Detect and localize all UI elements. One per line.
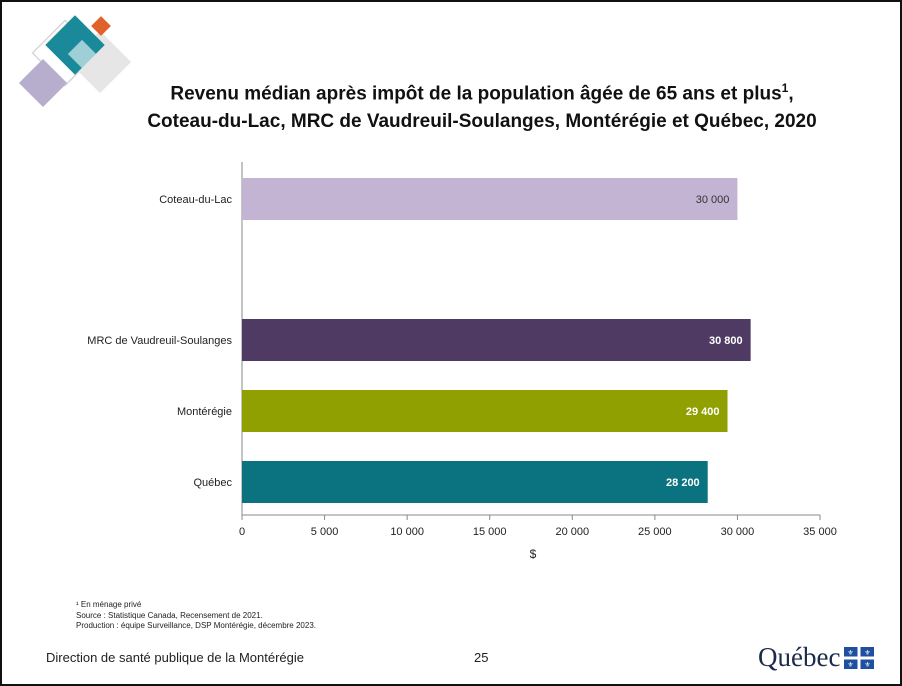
footnote-1: ¹ En ménage privé (76, 600, 142, 609)
title-suffix: , (788, 83, 794, 105)
title-line-2: Coteau-du-Lac, MRC de Vaudreuil-Soulange… (147, 111, 817, 133)
svg-text:⚜: ⚜ (865, 649, 871, 657)
data-label: 30 000 (696, 194, 730, 206)
quebec-flag-icon: ⚜ ⚜ ⚜ ⚜ (844, 646, 875, 669)
data-label: 28 200 (666, 477, 700, 489)
svg-text:⚜: ⚜ (848, 661, 854, 669)
page-number: 25 (474, 650, 489, 665)
corner-logo-icon (18, 15, 132, 108)
footnotes: ¹ En ménage privé Source : Statistique C… (76, 600, 316, 632)
x-tick-label: 20 000 (555, 526, 589, 538)
x-tick-label: 15 000 (473, 526, 507, 538)
bar (242, 390, 728, 432)
footnote-production: Production : équipe Surveillance, DSP Mo… (76, 621, 316, 630)
category-label: MRC de Vaudreuil-Soulanges (87, 335, 232, 347)
quebec-logo: Québec ⚜ ⚜ ⚜ ⚜ (758, 642, 875, 673)
x-tick-label: 5 000 (311, 526, 339, 538)
category-label: Québec (193, 477, 232, 489)
title-line-1: Revenu médian après impôt de la populati… (170, 83, 782, 105)
x-tick-label: 35 000 (803, 526, 837, 538)
category-label: Coteau-du-Lac (159, 194, 232, 206)
chart-title: Revenu médian après impôt de la populati… (112, 74, 852, 136)
quebec-wordmark: Québec (758, 642, 841, 672)
footer-organization: Direction de santé publique de la Montér… (46, 650, 305, 665)
x-tick-label: 25 000 (638, 526, 672, 538)
x-tick-label: 0 (239, 526, 245, 538)
data-label: 30 800 (709, 335, 743, 347)
x-tick-label: 30 000 (721, 526, 755, 538)
bar (242, 461, 708, 503)
x-axis-label: $ (530, 547, 537, 561)
bar-chart: 0 5 000 10 000 15 000 20 000 25 000 30 000 35 0… (87, 162, 837, 561)
x-tick-label: 10 000 (390, 526, 424, 538)
footnote-source: Source : Statistique Canada, Recensement… (76, 610, 263, 620)
data-label: 29 400 (686, 406, 720, 418)
bar (242, 319, 751, 361)
svg-text:⚜: ⚜ (865, 661, 871, 669)
title-superscript: 1 (781, 81, 789, 95)
category-label: Montérégie (177, 406, 232, 418)
bar (242, 178, 738, 220)
svg-text:⚜: ⚜ (848, 649, 854, 657)
